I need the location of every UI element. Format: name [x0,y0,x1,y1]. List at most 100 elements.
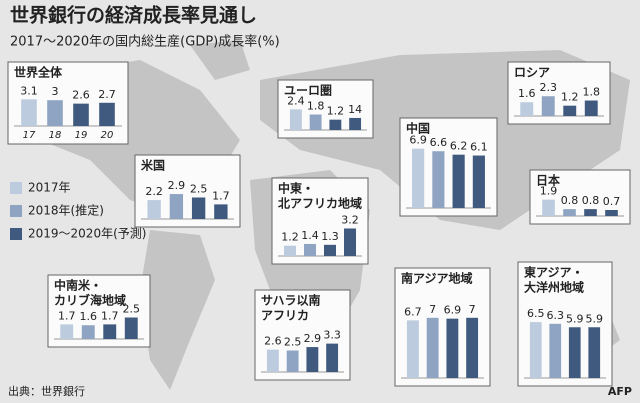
bar [588,327,601,378]
value-label: 0.8 [561,194,579,207]
panel-title: 世界全体 [14,65,63,80]
value-label: 0.7 [603,195,621,208]
bar [21,99,37,126]
subtitle: 2017〜2020年の国内総生産(GDP)成長率(%) [10,34,280,50]
value-label: 2.9 [304,332,322,345]
bar [542,199,555,216]
bar [103,324,117,339]
value-label: 2.6 [72,89,90,102]
value-label: 3.2 [341,213,359,226]
bar [99,102,115,126]
bar [214,204,228,219]
bar [266,349,279,372]
value-label: 6.9 [444,304,462,317]
legend-label: 2017年 [28,181,71,195]
bar [147,200,161,219]
value-label: 2.3 [540,81,558,94]
bar [584,100,598,116]
panel-title: 南アジア地域 [401,271,473,286]
value-label: 1.2 [561,91,579,104]
legend-label: 2018年(推定) [28,203,104,218]
bar [329,119,342,130]
bar [541,96,555,116]
bar [520,102,534,116]
bar [306,347,319,372]
value-label: 6.9 [409,134,427,147]
panel-title: 米国 [141,158,165,173]
value-label: 2.9 [168,179,186,192]
bar [584,209,597,216]
bar [191,197,206,219]
legend-swatch [10,228,22,240]
source: 出典：世界銀行 [8,384,85,398]
panel-title: カリブ海地域 [54,293,126,308]
x-tick-label: 18 [49,130,62,141]
bar [529,322,542,378]
panel-title: 中南米・ [54,278,102,293]
bar [344,228,356,256]
bar [472,155,485,208]
title: 世界銀行の経済成長率見通し [10,4,257,27]
value-label: 6.5 [527,307,545,320]
value-label: 6.1 [470,141,488,154]
bar [412,148,425,208]
panel-title: 北アフリカ地域 [278,196,362,211]
credit: AFP [608,385,632,398]
value-label: 1.7 [58,309,76,322]
value-label: 3.3 [323,329,341,342]
bar [286,350,299,372]
panel-title: サハラ以南 [261,293,321,308]
bar [60,324,74,339]
legend-swatch [10,182,22,194]
bar [309,114,322,130]
value-label: 1.2 [281,231,299,244]
value-label: 6.7 [404,305,422,318]
x-tick-label: 17 [23,130,36,141]
bar [124,317,138,339]
bar [81,325,95,339]
x-tick-label: 19 [75,130,88,141]
bar [326,343,339,372]
value-label: 1.7 [101,309,119,322]
value-label: 2.4 [287,94,305,107]
panel-title: 日本 [536,173,560,188]
bar [284,245,296,256]
value-label: 1.8 [583,86,601,99]
value-label: 1.7 [212,189,230,202]
bar [432,151,445,208]
panel-title: 中東・ [278,181,314,196]
bar [563,209,576,216]
bar [406,320,419,378]
bar [73,103,89,126]
bar [563,105,577,116]
value-label: 2.5 [190,183,208,196]
value-label: 6.2 [450,140,468,153]
value-label: 2.6 [264,335,282,348]
value-label: 7 [429,303,436,316]
panel-title: ロシア [514,66,550,80]
value-label: 2.7 [98,88,116,101]
bar [349,117,362,130]
bar [568,327,581,378]
value-label: 2.2 [145,185,163,198]
bar [452,154,465,208]
bar [289,109,302,130]
value-label: 1.4 [301,229,319,242]
panel-title: 中国 [406,121,430,136]
x-tick-label: 20 [101,130,114,141]
bar [605,209,618,216]
value-label: 5.9 [586,312,604,325]
value-label: 3 [52,85,59,98]
bar [446,318,459,378]
value-label: 6.6 [430,136,448,149]
legend-swatch [10,205,22,217]
bar [466,317,479,378]
panel-title: アフリカ [261,309,309,323]
panel-title: 東アジア・ [524,265,584,280]
bar [549,323,562,378]
value-label: 2.5 [284,336,302,349]
value-label: 1.9 [540,185,558,198]
value-label: 2.5 [123,303,141,316]
bar [324,244,336,256]
value-label: 0.8 [582,194,600,207]
